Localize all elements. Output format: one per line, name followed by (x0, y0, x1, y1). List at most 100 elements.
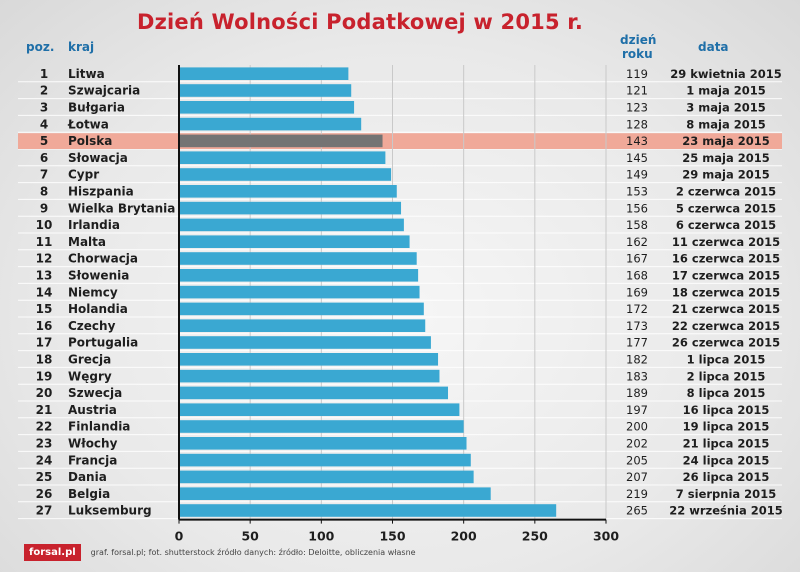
country-label: Bułgaria (68, 101, 125, 115)
bar-chorwacja (179, 252, 417, 265)
bar-grecja (179, 353, 439, 366)
date-label: 1 lipca 2015 (687, 353, 766, 367)
bar-luksemburg (179, 504, 557, 517)
rank-label: 24 (36, 453, 53, 467)
country-label: Grecja (68, 353, 111, 367)
date-label: 21 lipca 2015 (683, 437, 770, 451)
bar-niemcy (179, 285, 420, 299)
country-label: Litwa (68, 67, 105, 81)
country-label: Chorwacja (68, 252, 138, 266)
date-label: 8 maja 2015 (686, 117, 765, 131)
rank-label: 12 (36, 252, 53, 266)
country-label: Niemcy (68, 285, 118, 299)
date-label: 1 maja 2015 (686, 84, 765, 98)
rank-label: 14 (36, 285, 53, 299)
rank-label: 11 (36, 235, 53, 249)
day-of-year-label: 177 (626, 336, 648, 350)
rank-label: 27 (36, 504, 53, 518)
day-of-year-label: 149 (626, 168, 648, 182)
day-of-year-label: 189 (626, 386, 648, 400)
bar-holandia (179, 302, 424, 316)
bar-litwa (179, 67, 349, 80)
chart-title: Dzień Wolności Podatkowej w 2015 r. (136, 10, 584, 34)
bar-finlandia (179, 420, 464, 433)
date-label: 26 czerwca 2015 (672, 336, 780, 350)
bar-polska (179, 134, 383, 148)
rank-label: 9 (40, 201, 48, 215)
country-label: Cypr (68, 168, 99, 182)
day-of-year-label: 119 (626, 67, 648, 81)
rank-label: 21 (36, 403, 53, 417)
bar-wielka-brytania (179, 201, 402, 215)
date-label: 29 maja 2015 (682, 168, 769, 182)
rank-label: 2 (40, 84, 48, 98)
date-label: 2 czerwca 2015 (676, 185, 776, 199)
day-of-year-label: 168 (626, 269, 648, 283)
x-tick-label: 150 (379, 529, 405, 544)
date-label: 17 czerwca 2015 (672, 269, 780, 283)
country-label: Finlandia (68, 420, 130, 434)
bar-hiszpania (179, 185, 397, 198)
date-label: 7 sierpnia 2015 (676, 487, 776, 501)
x-tick-label: 100 (308, 529, 334, 544)
day-of-year-label: 128 (626, 117, 648, 131)
country-label: Irlandia (68, 218, 120, 232)
bar-dania (179, 470, 474, 484)
day-of-year-label: 265 (626, 504, 648, 518)
date-label: 16 czerwca 2015 (672, 252, 780, 266)
country-label: Szwecja (68, 386, 122, 400)
rank-label: 1 (40, 67, 48, 81)
day-of-year-label: 156 (626, 201, 648, 215)
date-label: 2 lipca 2015 (687, 369, 766, 383)
rank-label: 7 (40, 168, 48, 182)
country-label: Hiszpania (68, 185, 134, 199)
date-label: 25 maja 2015 (682, 151, 769, 165)
bar-szwecja (179, 386, 449, 400)
x-tick-label: 300 (593, 529, 619, 544)
country-label: Polska (68, 134, 112, 148)
bar-słowenia (179, 269, 419, 282)
country-label: Holandia (68, 302, 128, 316)
rank-label: 3 (40, 101, 48, 115)
date-label: 5 czerwca 2015 (676, 201, 776, 215)
date-label: 26 lipca 2015 (683, 470, 770, 484)
rank-label: 6 (40, 151, 48, 165)
country-label: Czechy (68, 319, 116, 333)
date-label: 21 czerwca 2015 (672, 302, 780, 316)
day-of-year-label: 182 (626, 353, 648, 367)
day-of-year-label: 153 (626, 185, 648, 199)
x-tick-label: 50 (241, 529, 259, 544)
date-label: 22 września 2015 (669, 504, 783, 518)
country-label: Francja (68, 453, 117, 467)
bar-cypr (179, 168, 392, 181)
footer: forsal.pl graf. forsal.pl; fot. shutters… (24, 542, 416, 562)
date-label: 16 lipca 2015 (683, 403, 770, 417)
header-day-line1: dzień (620, 33, 657, 47)
bar-szwajcaria (179, 84, 352, 97)
rank-label: 19 (36, 369, 53, 383)
source-note: graf. forsal.pl; fot. shutterstock źródł… (90, 547, 416, 557)
day-of-year-label: 183 (626, 369, 648, 383)
bar-bułgaria (179, 101, 355, 114)
row-highlight (18, 133, 782, 149)
bar-czechy (179, 319, 426, 332)
day-of-year-label: 205 (626, 453, 648, 467)
day-of-year-label: 207 (626, 470, 648, 484)
rank-label: 26 (36, 487, 53, 501)
date-label: 22 czerwca 2015 (672, 319, 780, 333)
country-label: Dania (68, 470, 107, 484)
rank-label: 13 (36, 269, 53, 283)
country-label: Belgia (68, 487, 110, 501)
country-label: Słowacja (68, 151, 128, 165)
day-of-year-label: 172 (626, 302, 648, 316)
bar-portugalia (179, 336, 431, 349)
country-label: Słowenia (68, 269, 129, 283)
x-tick-label: 250 (522, 529, 548, 544)
header-day-line2: roku (622, 47, 653, 61)
day-of-year-label: 173 (626, 319, 648, 333)
day-of-year-label: 145 (626, 151, 648, 165)
x-tick-label: 0 (175, 529, 184, 544)
country-label: Szwajcaria (68, 84, 140, 98)
rank-label: 4 (40, 117, 48, 131)
